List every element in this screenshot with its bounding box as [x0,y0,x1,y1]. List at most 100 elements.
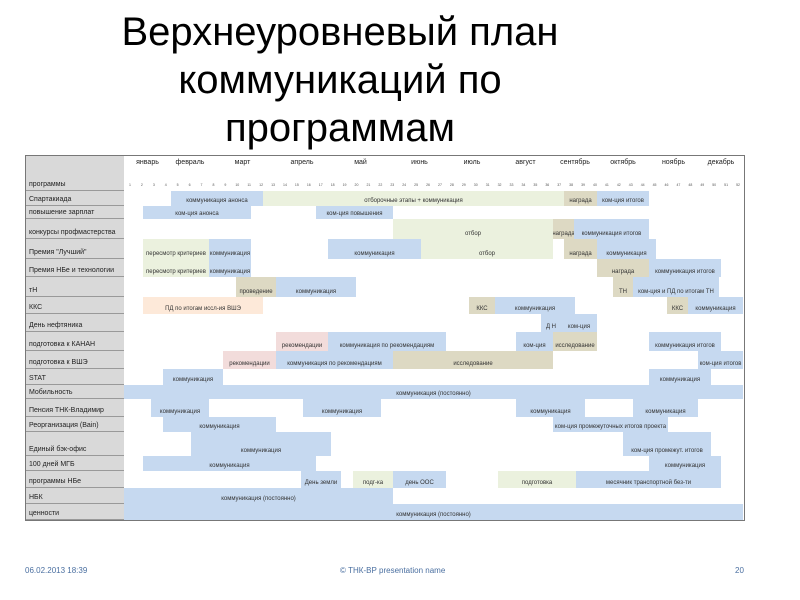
week-number: 33 [509,183,514,187]
timeline-bar: подг-ка [353,471,393,488]
timeline-bar: ПД по итогам иссл-ия ВШЭ [143,297,263,314]
week-number: 45 [652,183,657,187]
timeline-bar: подготовка [498,471,576,488]
timeline-bar: коммуникация [191,432,331,456]
timeline-bar: проведение [236,277,276,297]
month-header: январь [136,159,159,166]
timeline-bar: коммуникация (постоянно) [124,504,743,520]
week-number: 12 [259,183,264,187]
row-label: Премия "Лучший" [26,239,124,259]
week-number: 41 [604,183,609,187]
week-number: 49 [700,183,705,187]
row-label: подготовка к ВШЭ [26,351,124,369]
timeline-bar: коммуникация [516,399,585,417]
week-number: 5 [176,183,179,187]
timeline-bar: коммуникация [633,399,698,417]
week-number: 27 [438,183,442,187]
month-header: июнь [411,159,428,166]
week-number: 30 [473,183,478,187]
row-label: ценности [26,504,124,520]
timeline-bar: месячник транспортной без-ти [576,471,721,488]
week-number: 43 [628,183,633,187]
footer-presentation-name: © ТНК-ВР presentation name [340,566,446,575]
week-number: 48 [688,183,693,187]
week-number: 44 [640,183,645,187]
timeline-bar: коммуникация анонса [171,191,263,206]
timeline-bar: коммуникация итогов [649,259,721,277]
timeline-bar: коммуникация [143,456,316,471]
month-header: март [234,159,251,166]
week-number: 11 [247,183,251,187]
row-label: STAT [26,369,124,385]
timeline-bar: День земли [301,471,341,488]
week-number: 1 [128,183,131,187]
week-number: 29 [461,183,466,187]
timeline-bar: день ООС [393,471,446,488]
timeline-bar: коммуникация [649,369,711,385]
week-number: 16 [306,183,311,187]
timeline-bar: коммуникация по рекомендациям [328,332,446,351]
timeline-bar: коммуникация итогов [649,332,721,351]
week-number: 47 [676,183,681,187]
timeline-bar: коммуникация [303,399,381,417]
month-header: август [515,159,536,166]
week-number: 4 [164,183,167,187]
timeline-bar: коммуникация [151,399,209,417]
week-number: 51 [724,183,729,187]
week-number: 39 [581,183,585,187]
slide-title: Верхнеуровневый план коммуникаций по про… [121,10,559,150]
communication-plan-table: программы январь февраль март апрель май июнь и… [25,155,745,521]
week-number: 23 [390,183,395,187]
timeline-bar: коммуникация [649,456,721,471]
timeline-bar: Д Н [541,314,561,332]
timeline-bar: отборочные этапы + коммуникация [263,191,564,206]
row-label: Спартакиада [26,191,124,206]
week-number: 36 [545,183,550,187]
row-label: Мобильность [26,385,124,399]
timeline-bar: коммуникация итогов [574,219,649,239]
week-number: 22 [378,183,383,187]
row-label: День нефтяника [26,314,124,332]
week-number: 19 [342,183,347,187]
header-label-cell: программы [26,156,124,191]
timeline-bar: награда [564,191,597,206]
week-number: 25 [414,183,419,187]
week-number: 42 [616,183,621,187]
row-label: Пенсия ТНК-Владимир [26,399,124,417]
timeline-bar: коммуникация [209,259,251,277]
timeline-bar: награда [564,239,597,259]
timeline-bar: ККС [667,297,688,314]
week-number: 17 [318,183,323,187]
week-number: 3 [152,183,155,187]
week-number: 26 [426,183,430,187]
timeline-bar: награда [553,219,574,239]
timeline-bar: ком-ция повышения [316,206,393,219]
week-number: 46 [664,183,669,187]
timeline-bar: ком-ция [516,332,553,351]
month-header: октябрь [610,159,636,166]
month-header: декабрь [707,159,735,166]
week-number: 37 [557,183,562,187]
row-label: 100 дней МГБ [26,456,124,471]
timeline-bar: ККС [469,297,495,314]
row-label: подготовка к КАНАН [26,332,124,351]
week-number: 13 [271,183,275,187]
timeline-bar: пересмотр критериев [143,259,209,277]
week-number: 7 [200,183,203,187]
week-number: 24 [402,183,407,187]
week-number: 32 [497,183,502,187]
timeline-bar: коммуникация [597,239,656,259]
month-header: сентябрь [560,159,590,166]
timeline-bar: коммуникация (постоянно) [124,488,393,504]
row-label: программы НБе [26,471,124,488]
row-label: Реорганизация (Bain) [26,417,124,432]
timeline-bar: коммуникация по рекомендациям [276,351,393,369]
timeline-bar: коммуникация [495,297,575,314]
week-number: 40 [593,183,597,187]
month-header: июль [463,159,481,166]
week-number: 14 [283,183,287,187]
timeline-bar: ком-ция [561,314,597,332]
timeline-bar: рекомендации [223,351,276,369]
timeline-bar: рекомендации [276,332,328,351]
timeline-bar: ком-ция итогов [698,351,743,369]
